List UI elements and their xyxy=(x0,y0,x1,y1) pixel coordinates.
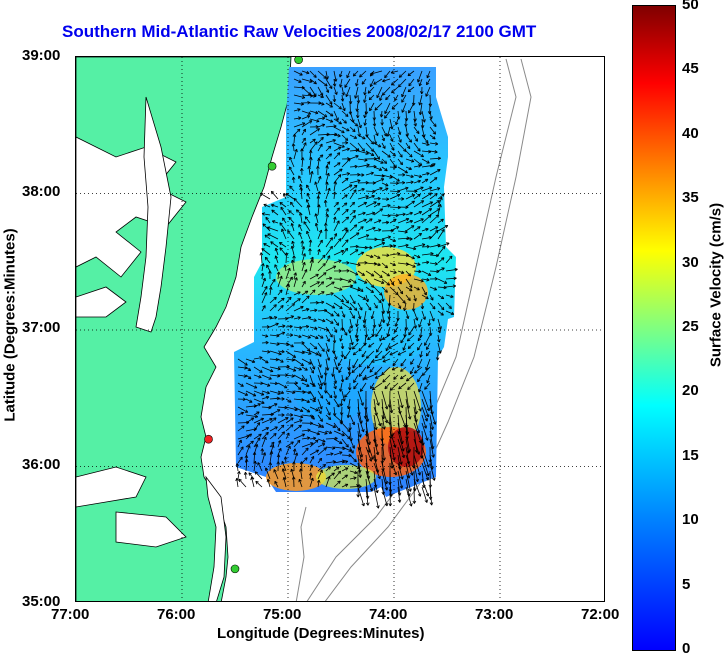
colorbar-title: Surface Velocity (cm/s) xyxy=(707,202,724,368)
colorbar-tick-label: 15 xyxy=(682,446,699,464)
velocity-map xyxy=(76,57,604,601)
colorbar-tick-label: 10 xyxy=(682,511,699,529)
y-tick-39: 39:00 xyxy=(22,47,61,64)
colorbar-tick-label: 35 xyxy=(682,189,699,207)
radar-stations xyxy=(204,57,303,574)
y-tick-36: 36:00 xyxy=(22,456,61,473)
x-axis-title: Longitude (Degrees:Minutes) xyxy=(217,625,425,642)
velocity-field xyxy=(234,67,456,497)
colorbar-tick-label: 5 xyxy=(682,575,691,593)
bathymetry-contours xyxy=(295,58,532,601)
colorbar-tick-label: 20 xyxy=(682,382,699,400)
y-tick-37: 37:00 xyxy=(22,319,61,336)
station-delaware xyxy=(267,161,277,171)
map-title: Southern Mid-Atlantic Raw Velocities 200… xyxy=(62,22,537,41)
velocity-colorbar xyxy=(632,5,676,651)
x-tick-75: 75:00 xyxy=(263,606,302,623)
y-tick-38: 38:00 xyxy=(22,183,61,200)
colorbar-tick-label: 25 xyxy=(682,318,699,335)
colorbar-tick-label: 50 xyxy=(682,0,699,13)
chesapeake-bay xyxy=(76,96,227,601)
colorbar-tick-label: 45 xyxy=(682,60,699,78)
colorbar-tick-label: 40 xyxy=(682,124,699,142)
map-plot-area xyxy=(75,56,605,602)
colorbar-tick-label: 30 xyxy=(682,253,699,271)
colorbar-tick-label: 0 xyxy=(682,640,691,657)
x-tick-76: 76:00 xyxy=(157,606,196,623)
x-tick-77: 77:00 xyxy=(51,606,90,623)
station-north xyxy=(294,57,303,65)
station-hatteras xyxy=(230,564,240,574)
x-tick-73: 73:00 xyxy=(475,606,514,623)
x-tick-72: 72:00 xyxy=(581,606,620,623)
station-duck xyxy=(204,434,213,444)
y-tick-35: 35:00 xyxy=(22,593,61,610)
lat-lon-grid xyxy=(76,57,604,601)
x-tick-74: 74:00 xyxy=(369,606,408,623)
y-axis-title: Latitude (Degrees:Minutes) xyxy=(1,228,19,422)
current-vectors xyxy=(235,70,458,509)
